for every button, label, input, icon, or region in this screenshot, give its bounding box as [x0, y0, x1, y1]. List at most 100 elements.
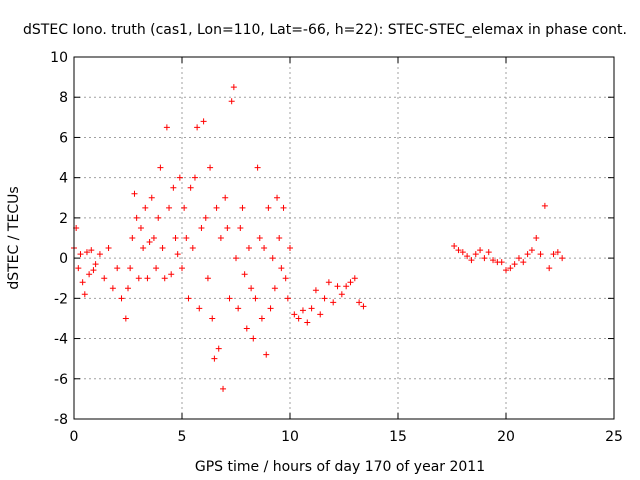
data-point	[248, 285, 255, 292]
data-point	[276, 235, 283, 241]
data-point	[222, 194, 229, 201]
data-point	[196, 305, 203, 312]
data-point	[213, 204, 220, 211]
data-point	[256, 235, 263, 241]
data-point	[490, 257, 497, 264]
data-point	[282, 275, 289, 282]
data-point	[295, 315, 302, 322]
data-point	[472, 251, 479, 258]
data-point	[245, 245, 252, 252]
data-point	[187, 184, 194, 191]
data-point	[209, 315, 216, 322]
data-point	[274, 194, 281, 201]
data-point	[127, 265, 134, 272]
x-tick-label: 10	[281, 429, 299, 445]
data-point	[278, 265, 285, 272]
data-point	[166, 204, 173, 211]
data-point	[464, 253, 471, 260]
data-point	[533, 235, 540, 241]
data-point	[183, 235, 190, 241]
y-tick-label: 6	[59, 130, 68, 146]
data-point	[503, 267, 509, 274]
data-point	[142, 204, 149, 211]
data-point	[168, 271, 175, 278]
x-tick-label: 25	[605, 429, 623, 445]
data-point	[226, 295, 233, 302]
data-point	[330, 299, 337, 306]
y-tick-label: 0	[59, 251, 68, 267]
data-point	[194, 124, 201, 131]
data-point	[90, 267, 97, 274]
data-point	[252, 295, 259, 302]
data-point	[153, 265, 160, 272]
y-tick-label: 8	[59, 90, 68, 106]
data-point	[485, 249, 492, 256]
data-point	[81, 291, 88, 298]
data-point	[88, 247, 95, 254]
data-point	[308, 305, 315, 312]
data-point	[92, 261, 99, 268]
data-point	[451, 243, 458, 250]
x-tick-label: 20	[497, 429, 515, 445]
y-axis-label: dSTEC / TECUs	[6, 186, 22, 289]
y-tick-label: -6	[54, 372, 68, 388]
y-tick-label: 10	[50, 50, 68, 66]
data-point	[125, 285, 131, 292]
plot-frame	[73, 56, 615, 420]
data-point	[459, 249, 466, 256]
data-point	[96, 251, 103, 258]
data-point	[140, 245, 147, 252]
data-point	[148, 194, 155, 201]
data-point	[215, 345, 222, 352]
data-point	[258, 315, 265, 322]
x-tick-label: 0	[70, 429, 79, 445]
data-point	[351, 275, 358, 282]
data-point	[179, 265, 185, 272]
data-point	[515, 255, 522, 262]
data-point	[105, 245, 112, 252]
data-point	[224, 224, 231, 231]
data-point	[254, 164, 261, 171]
y-tick-label: -8	[54, 412, 68, 428]
data-point	[230, 84, 237, 91]
data-point	[109, 285, 116, 292]
data-point	[118, 295, 125, 302]
data-point	[191, 174, 198, 181]
data-point	[343, 283, 350, 290]
data-point	[133, 214, 140, 221]
data-point	[144, 275, 151, 282]
data-point	[137, 224, 144, 231]
data-point	[241, 271, 248, 278]
data-point	[185, 295, 192, 302]
data-point	[155, 214, 162, 221]
data-point	[546, 265, 553, 272]
y-tick-label: 4	[59, 171, 68, 187]
data-point	[161, 275, 168, 282]
data-point	[174, 251, 181, 258]
data-point	[554, 249, 561, 256]
data-point	[498, 259, 505, 266]
data-point	[202, 214, 209, 221]
data-point	[287, 245, 293, 252]
data-point	[477, 247, 484, 254]
data-point	[233, 255, 239, 262]
data-point	[284, 295, 291, 302]
data-point	[237, 224, 244, 231]
data-point	[291, 311, 298, 318]
x-tick-label: 5	[178, 429, 187, 445]
x-tick-label: 15	[389, 429, 407, 445]
data-point	[150, 235, 157, 241]
data-point	[299, 307, 306, 314]
data-point	[261, 245, 268, 252]
data-point	[122, 315, 129, 322]
data-point	[146, 239, 153, 246]
data-point	[163, 124, 170, 131]
data-point	[356, 299, 363, 306]
data-point	[243, 325, 250, 332]
data-point	[334, 283, 341, 290]
data-point	[541, 202, 548, 209]
data-point	[347, 279, 354, 286]
data-point	[77, 251, 84, 258]
data-point	[159, 245, 166, 252]
